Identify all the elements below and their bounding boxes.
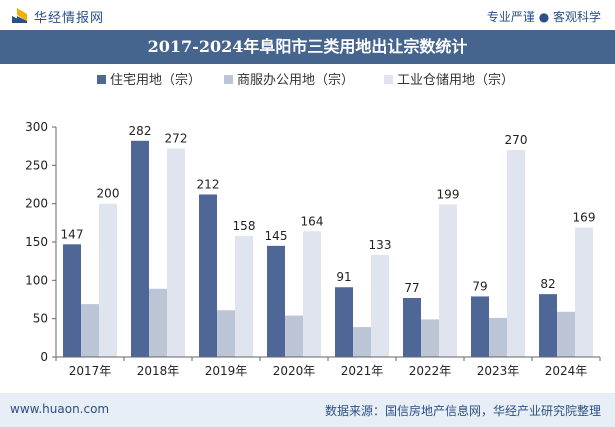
bar-group: 77 199 xyxy=(403,187,459,357)
bar xyxy=(421,319,439,357)
y-tick-label: 200 xyxy=(25,197,48,211)
bar xyxy=(267,245,285,357)
legend-label: 住宅用地（宗） xyxy=(110,72,201,88)
site-name[interactable]: 华经情报网 xyxy=(34,11,105,26)
header-bar xyxy=(0,0,615,30)
bar-group: 282 272 xyxy=(129,124,188,357)
data-label: 169 xyxy=(573,210,596,224)
data-label: 270 xyxy=(505,133,528,147)
bar xyxy=(303,231,321,357)
data-label: 147 xyxy=(61,227,84,241)
bar xyxy=(439,204,457,357)
x-tick-label: 2021年 xyxy=(341,364,384,378)
bar-groups: 147 200 282 272 212 158 145 164 91 133 77 199 79 270 8… xyxy=(61,124,595,357)
bar xyxy=(557,311,575,357)
chart-title: 2017-2024年阜阳市三类用地出让宗数统计 xyxy=(147,37,468,56)
bar-group: 145 164 xyxy=(265,214,324,357)
legend-swatch xyxy=(224,75,233,84)
x-tick-label: 2019年 xyxy=(205,364,248,378)
data-label: 79 xyxy=(472,279,487,293)
bar xyxy=(81,304,99,357)
huajing-logo-icon xyxy=(12,8,27,23)
legend-swatch xyxy=(97,75,106,84)
data-label: 272 xyxy=(165,131,188,145)
data-label: 145 xyxy=(265,229,288,243)
bar xyxy=(539,294,557,357)
bar xyxy=(217,310,235,357)
bar xyxy=(575,227,593,357)
x-tick-label: 2022年 xyxy=(409,364,452,378)
y-tick-label: 100 xyxy=(25,273,48,287)
y-tick-label: 50 xyxy=(33,312,48,326)
legend-swatch xyxy=(384,75,393,84)
y-axis: 0 50 100 150 200 250 300 xyxy=(25,120,57,364)
chart-legend: 住宅用地（宗） 商服办公用地（宗） 工业仓储用地（宗） xyxy=(97,72,514,88)
tagline: 专业严谨 ● 客观科学 xyxy=(486,10,601,24)
y-tick-label: 300 xyxy=(25,120,48,134)
bar xyxy=(131,140,149,357)
bar xyxy=(471,296,489,357)
data-label: 91 xyxy=(336,270,351,284)
bar xyxy=(199,194,217,357)
bar-group: 79 270 xyxy=(471,133,527,357)
footer-url[interactable]: www.huaon.com xyxy=(10,402,110,416)
bar-group: 82 169 xyxy=(539,210,595,357)
data-label: 200 xyxy=(97,187,120,201)
footer-bar xyxy=(0,393,615,427)
bar xyxy=(403,297,421,357)
title-bar xyxy=(0,30,615,64)
x-tick-label: 2023年 xyxy=(477,364,520,378)
bar-group: 91 133 xyxy=(335,238,391,357)
bar xyxy=(353,327,371,357)
x-axis: 2017年 2018年 2019年 2020年 2021年 2022年 2023年 2024年 xyxy=(55,356,601,378)
y-tick-label: 0 xyxy=(40,350,48,364)
bar xyxy=(285,315,303,357)
x-tick-label: 2017年 xyxy=(69,364,112,378)
bar xyxy=(63,244,81,357)
y-tick-label: 150 xyxy=(25,235,48,249)
x-tick-label: 2024年 xyxy=(545,364,588,378)
bar xyxy=(149,288,167,357)
data-label: 133 xyxy=(369,238,392,252)
bar-group: 147 200 xyxy=(61,187,120,357)
bar-group: 212 158 xyxy=(197,177,256,357)
bar xyxy=(507,150,525,357)
data-label: 82 xyxy=(540,277,555,291)
legend-label: 工业仓储用地（宗） xyxy=(397,72,514,88)
bar xyxy=(371,255,389,357)
data-label: 158 xyxy=(233,219,256,233)
data-label: 199 xyxy=(437,187,460,201)
data-label: 77 xyxy=(404,281,419,295)
data-label: 282 xyxy=(129,124,152,138)
data-label: 212 xyxy=(197,177,220,191)
bar xyxy=(235,235,253,357)
y-tick-label: 250 xyxy=(25,158,48,172)
x-tick-label: 2020年 xyxy=(273,364,316,378)
bar xyxy=(167,148,185,357)
bar xyxy=(335,287,353,357)
legend-label: 商服办公用地（宗） xyxy=(237,72,354,88)
bar xyxy=(489,317,507,357)
data-label: 164 xyxy=(301,214,324,228)
x-tick-label: 2018年 xyxy=(137,364,180,378)
data-source-note: 数据来源：国信房地产信息网，华经产业研究院整理 xyxy=(324,404,601,418)
bar-chart: 住宅用地（宗） 商服办公用地（宗） 工业仓储用地（宗） 0 50 100 150 200 25… xyxy=(25,72,601,378)
bar xyxy=(99,203,117,357)
